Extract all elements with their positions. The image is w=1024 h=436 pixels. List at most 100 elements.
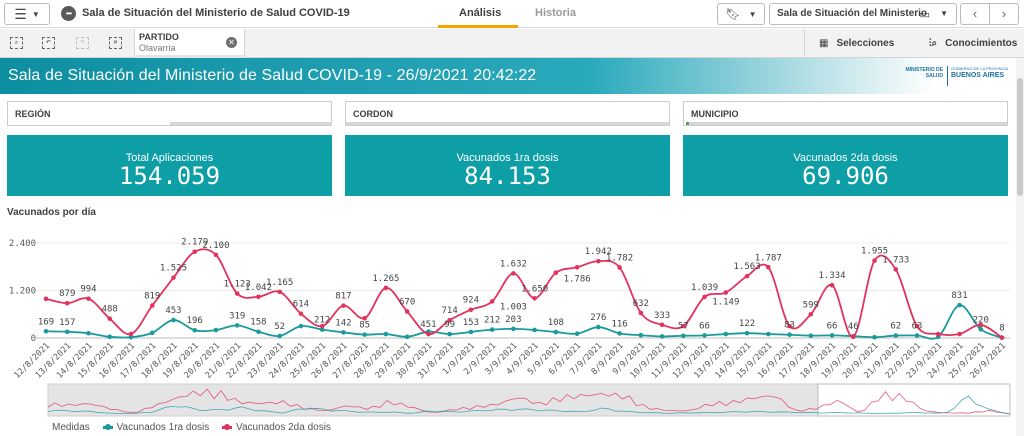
series-2da-dosis-point xyxy=(574,265,580,270)
data-label: 451 xyxy=(420,320,436,330)
series-2da-dosis-point xyxy=(808,311,814,317)
series-1ra-dosis-point xyxy=(808,333,814,338)
data-label: 122 xyxy=(739,319,755,329)
series-1ra-dosis-point xyxy=(213,327,219,333)
series-2da-dosis-point xyxy=(383,285,389,291)
ministry-logo-text: MINISTERIO DE SALUD xyxy=(905,67,943,79)
series-2da-dosis-point xyxy=(511,271,516,276)
filter-region[interactable]: REGIÓN xyxy=(7,101,332,126)
legend-swatch xyxy=(102,423,113,430)
province-logo-big: BUENOS AIRES xyxy=(951,72,1005,79)
global-menu-button[interactable]: ☰ ▼ xyxy=(4,3,50,25)
legend-item-2da-dosis[interactable]: Vacunados 2da dosis xyxy=(222,422,331,433)
kpi-vacunados-2da-dosis[interactable]: Vacunados 2da dosis 69.906 xyxy=(683,135,1008,196)
series-2da-dosis-point xyxy=(999,335,1005,340)
data-label: 1.525 xyxy=(160,264,187,274)
series-2da-dosis-point xyxy=(107,316,113,321)
smart-search-icon[interactable]: ⌕ xyxy=(10,37,23,49)
data-label: 453 xyxy=(165,306,181,316)
kpi-vacunados-1ra-dosis[interactable]: Vacunados 1ra dosis 84.153 xyxy=(345,135,670,196)
chart-legend: Medidas Vacunados 1ra dosis Vacunados 2d… xyxy=(52,422,341,433)
top-toolbar: ☰ ▼ ••• Sala de Situación del Ministerio … xyxy=(0,0,1024,28)
series-2da-dosis-point xyxy=(723,290,729,295)
filter-cordon[interactable]: CORDON xyxy=(345,101,670,126)
series-2da-dosis-point xyxy=(404,309,410,314)
previous-sheet-button[interactable]: ‹ xyxy=(960,3,990,25)
monitor-icon: ▭ xyxy=(919,9,930,21)
series-1ra-dosis-point xyxy=(383,331,389,337)
close-icon[interactable]: ✕ xyxy=(226,37,237,48)
data-label: 1.149 xyxy=(712,298,739,308)
filter-municipio[interactable]: MUNICIPIO xyxy=(683,101,1008,126)
step-back-icon[interactable]: ↶ xyxy=(42,37,55,49)
sheet-selector[interactable]: Sala de Situación del Ministerio ▭ ▼ xyxy=(769,3,957,25)
series-1ra-dosis-point xyxy=(957,302,962,308)
app-icon: ••• xyxy=(61,6,76,21)
filter-state-bar xyxy=(689,122,1007,125)
page-title: Sala de Situación del Ministerio de Salu… xyxy=(8,67,537,84)
kpi-total-aplicaciones[interactable]: Total Aplicaciones 154.059 xyxy=(7,135,332,196)
data-label: 158 xyxy=(250,318,266,328)
series-1ra-dosis-point xyxy=(574,331,580,337)
data-label: 52 xyxy=(274,322,285,332)
series-2da-dosis-point xyxy=(149,303,155,308)
data-label: 924 xyxy=(463,296,479,306)
data-label: 1.942 xyxy=(585,247,612,257)
step-forward-icon[interactable]: ↷ xyxy=(76,37,89,49)
series-2da-dosis-point xyxy=(171,275,176,280)
chip-field-name: PARTIDO xyxy=(139,32,179,42)
chevron-down-icon: ▼ xyxy=(31,9,40,19)
data-label: 203 xyxy=(505,315,521,325)
legend-label: Vacunados 2da dosis xyxy=(236,422,331,433)
series-2da-dosis-point xyxy=(256,294,261,300)
legend-label: Vacunados 1ra dosis xyxy=(116,422,210,433)
data-label: 1.042 xyxy=(245,283,272,293)
series-2da-dosis-point xyxy=(128,331,134,337)
sheet-name: Sala de Situación del Ministerio xyxy=(777,8,928,19)
data-label: 632 xyxy=(633,299,649,309)
series-1ra-dosis-point xyxy=(829,333,835,338)
data-label: 1.165 xyxy=(266,278,293,288)
vertical-scrollbar[interactable] xyxy=(1016,58,1024,436)
conocimientos-button[interactable]: ⫶⌕ Conocimientos xyxy=(929,38,1017,49)
series-1ra-dosis-point xyxy=(362,332,367,337)
next-sheet-button[interactable]: › xyxy=(989,3,1019,25)
series-2da-dosis-point xyxy=(681,323,686,329)
tab-historia[interactable]: Historia xyxy=(535,7,576,19)
series-2da-dosis-point xyxy=(277,289,282,295)
data-label: 2.100 xyxy=(202,241,229,251)
province-logo: GOBIERNO DE LA PROVINCIA BUENOS AIRES xyxy=(951,66,1008,80)
data-label: 220 xyxy=(973,315,989,325)
data-label: 1.039 xyxy=(691,283,718,293)
data-label: 1.265 xyxy=(372,274,399,284)
data-label: 169 xyxy=(38,317,54,327)
data-label: 108 xyxy=(548,318,564,328)
selecciones-button[interactable]: ▦ Selecciones xyxy=(819,38,894,49)
kpi-title: Vacunados 1ra dosis xyxy=(456,152,559,164)
legend-item-1ra-dosis[interactable]: Vacunados 1ra dosis xyxy=(102,422,210,433)
clear-all-selections-icon[interactable]: ✕ xyxy=(109,37,122,49)
series-1ra-dosis-point xyxy=(277,333,282,339)
selecciones-label: Selecciones xyxy=(836,38,895,49)
tab-analisis[interactable]: Análisis xyxy=(459,7,502,19)
kpi-title: Vacunados 2da dosis xyxy=(793,152,898,164)
scrollbar-thumb[interactable] xyxy=(1017,78,1023,196)
filter-state-bar xyxy=(170,122,332,125)
selection-chip-partido[interactable]: PARTIDO Olavarria ✕ xyxy=(134,29,245,58)
data-label: 212 xyxy=(314,316,330,326)
province-logo-small: GOBIERNO DE LA PROVINCIA xyxy=(951,66,1009,71)
series-2da-dosis-point xyxy=(447,317,452,323)
series-1ra-dosis-point xyxy=(702,333,707,338)
series-2da-dosis-point xyxy=(64,300,70,306)
series-2da-dosis-point xyxy=(850,334,856,340)
navigator-series-2da-dosis xyxy=(47,388,1011,415)
data-label: 614 xyxy=(293,300,309,310)
navigator-series-1ra-dosis xyxy=(47,395,1011,415)
series-2da-dosis-point xyxy=(468,307,474,313)
series-2da-dosis-point xyxy=(766,264,771,270)
series-1ra-dosis-point xyxy=(617,331,622,336)
series-2da-dosis-point xyxy=(298,311,304,316)
data-label: 1.733 xyxy=(882,255,909,265)
bookmark-button[interactable]: 🔖︎ ▼ xyxy=(717,3,765,25)
